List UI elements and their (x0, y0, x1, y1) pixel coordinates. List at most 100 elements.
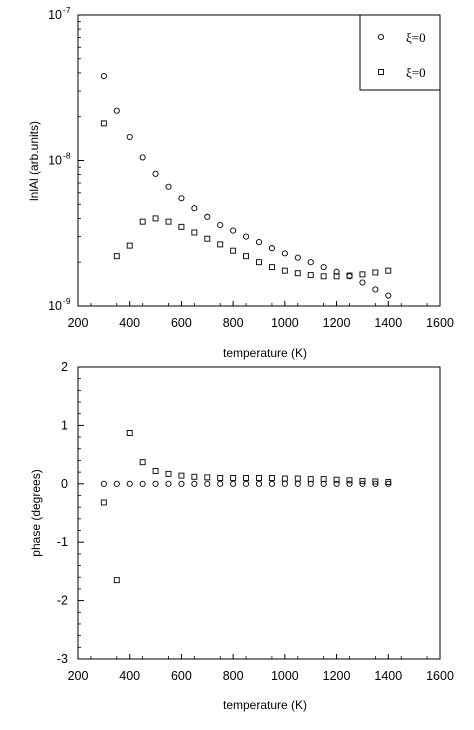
y-tick-label: -3 (57, 652, 68, 666)
data-point-circle (320, 264, 327, 271)
data-point-circle (385, 292, 392, 299)
bottom-chart-panel: 200 400 600 800 1000 1200 1400 1600 -3 -2 -1 0 1 2 te… (29, 360, 454, 712)
data-point-circle (100, 480, 107, 487)
top-x-axis-label: temperature (K) (223, 346, 307, 360)
bottom-y-axis-label: phase (degrees) (29, 469, 43, 556)
y-tick-label: 1 (61, 418, 68, 432)
data-point-square (243, 253, 250, 260)
data-point-circle (126, 133, 133, 141)
x-tick-label: 1200 (323, 316, 351, 330)
data-point-circle (100, 73, 107, 80)
bottom-plot-frame (77, 366, 441, 660)
x-tick-label: 600 (171, 669, 192, 683)
data-point-square (281, 475, 288, 482)
data-point-square (359, 477, 366, 484)
data-point-square (113, 253, 120, 260)
data-point-square (126, 242, 133, 249)
x-tick-label: 1600 (426, 669, 454, 683)
y-tick-label: -2 (57, 594, 68, 608)
data-point-square (372, 478, 379, 485)
data-point-circle (268, 480, 275, 487)
data-point-square (307, 272, 314, 279)
data-point-circle (152, 170, 159, 177)
y-tick-label-exponent: -8 (63, 151, 71, 161)
data-point-circle (281, 250, 288, 257)
data-point-square (320, 476, 327, 483)
data-point-circle (333, 268, 340, 275)
x-tick-label: 1000 (271, 669, 299, 683)
data-point-square (320, 273, 327, 280)
top-y-axis-label: lnlAl (arb.units) (27, 121, 41, 201)
data-point-square (307, 476, 314, 483)
y-tick-label: -1 (57, 535, 68, 549)
data-point-square (230, 475, 237, 481)
data-point-circle (333, 480, 340, 487)
top-data-points (100, 73, 392, 299)
bottom-x-axis-label: temperature (K) (223, 698, 307, 712)
data-point-square (165, 470, 172, 477)
data-point-square (268, 475, 275, 481)
data-point-circle (372, 286, 379, 293)
bottom-data-points (100, 430, 392, 584)
data-point-circle (152, 480, 159, 487)
data-point-square (217, 241, 224, 248)
data-point-square (126, 430, 133, 436)
data-point-square (346, 477, 353, 484)
data-point-square (385, 267, 392, 274)
data-point-circle (294, 480, 301, 487)
x-tick-label: 1000 (271, 316, 299, 330)
y-tick-label: 2 (61, 360, 68, 374)
data-point-circle (268, 245, 275, 252)
data-point-square (178, 472, 185, 479)
x-tick-label: 600 (171, 316, 192, 330)
data-point-circle (165, 480, 172, 487)
data-point-circle (307, 259, 314, 266)
data-point-circle (294, 254, 301, 261)
legend-box (359, 14, 441, 91)
data-point-circle (230, 227, 237, 234)
data-point-circle (191, 205, 198, 212)
data-point-circle (191, 480, 198, 487)
data-point-square (346, 272, 353, 279)
data-point-square (139, 218, 146, 225)
data-point-square (165, 218, 172, 225)
data-point-circle (281, 480, 288, 487)
x-tick-label: 200 (68, 316, 89, 330)
data-point-square (230, 247, 237, 254)
y-tick-label-exponent: -7 (63, 5, 71, 15)
data-point-circle (165, 183, 172, 190)
data-point-circle (178, 480, 185, 487)
data-point-square (100, 120, 107, 127)
data-point-square (333, 476, 340, 483)
bottom-ticks (77, 366, 441, 660)
data-point-square (217, 475, 224, 481)
data-point-circle (230, 480, 237, 487)
y-tick-label: 10 (48, 299, 62, 313)
data-point-circle (359, 279, 366, 286)
data-point-circle (255, 480, 263, 487)
data-point-square (191, 473, 198, 480)
data-point-square (268, 264, 275, 271)
x-tick-label: 200 (68, 669, 89, 683)
top-chart-panel: 200 400 600 800 1000 1200 1400 160010-910-810-7… (27, 5, 454, 360)
data-point-square (139, 459, 146, 466)
y-tick-label: 10 (48, 8, 62, 22)
data-point-circle (255, 239, 263, 246)
bottom-tick-labels: 200 400 600 800 1000 1200 1400 1600 -3 -2 -1 0 1 2 (57, 360, 454, 683)
data-point-square (113, 577, 120, 584)
x-tick-label: 1400 (374, 669, 402, 683)
data-point-square (152, 215, 159, 222)
data-point-square (243, 475, 250, 481)
data-point-circle (113, 480, 120, 487)
data-point-circle (204, 213, 211, 220)
legend: ξ=0 ξ=0 (359, 14, 441, 91)
data-point-square (204, 235, 211, 242)
data-point-square (385, 479, 392, 485)
data-point-circle (139, 480, 146, 487)
x-tick-label: 400 (119, 669, 140, 683)
x-tick-label: 1600 (426, 316, 454, 330)
data-point-circle (178, 195, 185, 202)
data-point-circle (217, 480, 224, 487)
